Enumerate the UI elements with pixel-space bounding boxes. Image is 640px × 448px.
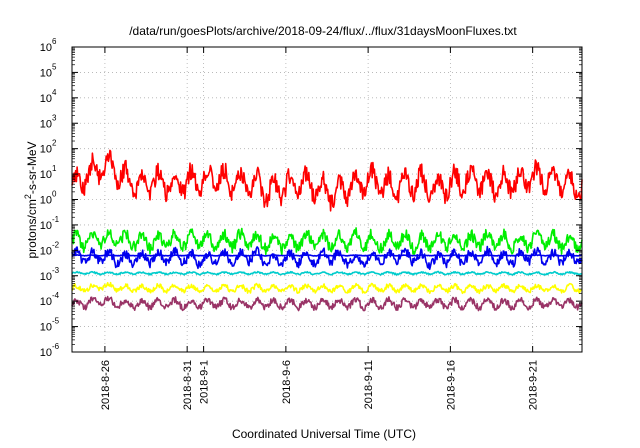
y-axis: 10-610-510-410-310-210-11001011021031041…	[40, 37, 582, 359]
x-axis: 2018-8-26 2018-8-31 2018-9-1 2018-9-6 2018-9…	[100, 47, 540, 410]
y-tick-exponent: 3	[52, 113, 57, 122]
y-tick-exponent: 6	[52, 37, 57, 46]
x-tick-label: 2018-8-26	[100, 360, 112, 410]
y-tick-label: 10	[40, 195, 52, 207]
series-line-6	[71, 295, 583, 312]
y-axis-label-suffix: -s-sr-MeV	[25, 141, 39, 194]
y-tick-label: 10	[40, 93, 52, 105]
y-tick-exponent: 2	[52, 139, 57, 148]
x-tick-label: 2018-9-1	[199, 360, 211, 404]
y-tick-label: 10	[40, 118, 52, 130]
y-tick-label: 10	[40, 271, 52, 283]
y-tick-exponent: -1	[52, 215, 60, 224]
y-tick-label: 10	[40, 144, 52, 156]
y-tick-label: 10	[40, 220, 52, 232]
series-line-0	[71, 149, 583, 212]
y-tick-exponent: -2	[52, 240, 60, 249]
y-tick-exponent: -3	[52, 266, 60, 275]
series-line-5	[71, 281, 583, 295]
chart-title: /data/run/goesPlots/archive/2018-09-24/f…	[129, 24, 517, 38]
series-line-3	[71, 254, 583, 257]
x-tick-label: 2018-9-16	[445, 360, 457, 410]
y-tick-label: 10	[40, 245, 52, 257]
x-tick-label: 2018-9-11	[363, 360, 375, 409]
y-tick-exponent: 0	[52, 190, 57, 199]
series-line-4	[71, 270, 583, 276]
y-tick-exponent: -6	[52, 342, 60, 351]
y-axis-label: protons/cm2-s-sr-MeV	[23, 141, 39, 258]
y-tick-label: 10	[40, 169, 52, 181]
y-tick-exponent: 5	[52, 62, 57, 71]
y-tick-label: 10	[40, 322, 52, 334]
y-tick-exponent: -5	[52, 317, 60, 326]
y-tick-label: 10	[40, 347, 52, 359]
series-line-1	[71, 227, 583, 256]
y-axis-label-prefix: protons/cm	[25, 199, 39, 258]
y-tick-exponent: -4	[52, 291, 60, 300]
y-axis-label-superscript: 2	[23, 194, 33, 199]
grid-lines	[72, 47, 582, 352]
x-tick-label: 2018-9-6	[281, 360, 293, 404]
y-tick-exponent: 4	[52, 88, 57, 97]
y-tick-label: 10	[40, 296, 52, 308]
x-axis-label: Coordinated Universal Time (UTC)	[232, 427, 416, 441]
y-tick-label: 10	[40, 67, 52, 79]
x-tick-label: 2018-8-31	[182, 360, 194, 410]
y-tick-label: 10	[40, 42, 52, 54]
y-tick-exponent: 1	[52, 164, 57, 173]
series-group	[71, 149, 583, 312]
x-tick-label: 2018-9-21	[528, 360, 540, 410]
